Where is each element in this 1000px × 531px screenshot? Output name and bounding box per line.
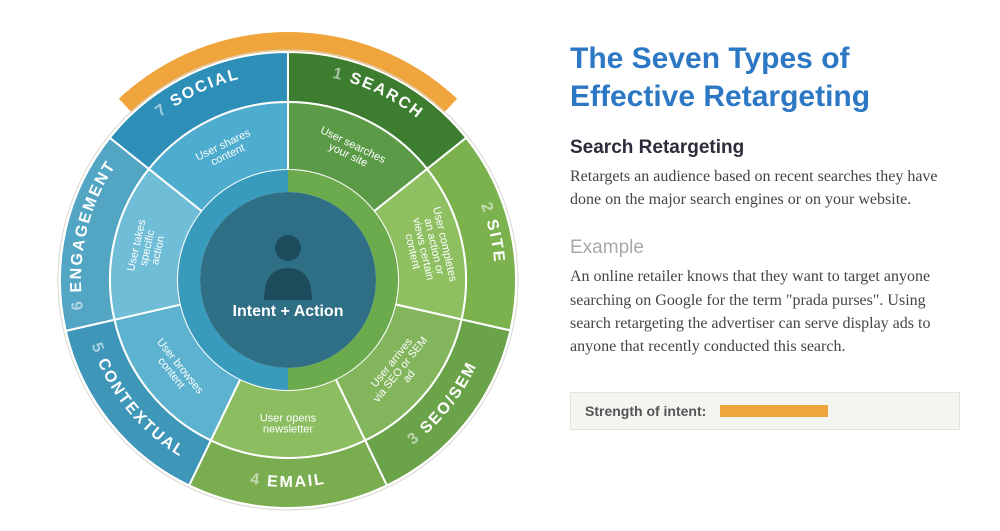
- strength-bar: [720, 405, 900, 417]
- text-panel: The Seven Types of Effective Retargeting…: [540, 0, 1000, 531]
- strength-label: Strength of intent:: [585, 403, 706, 419]
- segment-description: User opensnewsletter: [260, 412, 317, 435]
- center-label: Intent + Action: [233, 303, 344, 320]
- retargeting-wheel: 1 SEARCHUser searchesthe web1 SEARCHUser…: [38, 20, 538, 530]
- section-subtitle: Search Retargeting: [570, 137, 960, 159]
- example-body: An online retailer knows that they want …: [570, 265, 960, 358]
- wheel-panel: 1 SEARCHUser searchesthe web1 SEARCHUser…: [0, 0, 540, 531]
- section-description: Retargets an audience based on recent se…: [570, 165, 960, 211]
- strength-bar-fill: [720, 405, 828, 417]
- example-heading: Example: [570, 237, 960, 259]
- strength-box: Strength of intent:: [570, 392, 960, 430]
- page-title: The Seven Types of Effective Retargeting: [570, 40, 960, 115]
